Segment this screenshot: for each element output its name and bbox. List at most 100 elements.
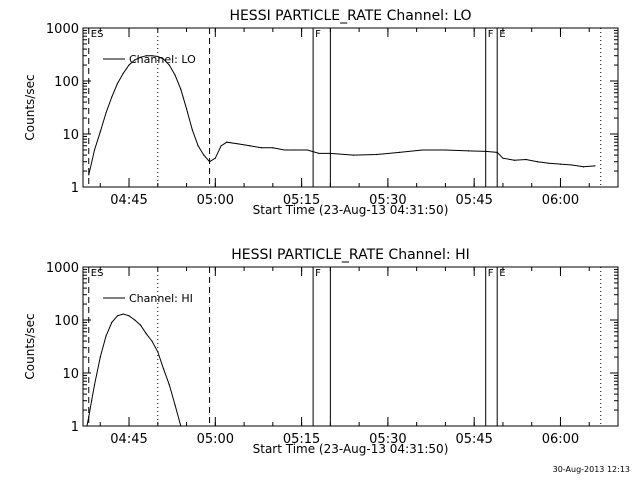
y-tick-label: 1 [71,420,79,435]
x-tick-label: 04:45 [110,193,147,208]
event-marker-label: E [499,29,505,40]
data-point [444,149,447,151]
data-point [151,55,153,57]
data-point [93,149,96,151]
event-marker-label: ES [91,268,104,279]
x-tick-label: 06:00 [542,432,579,447]
y-axis-label: Counts/sec [23,74,37,140]
y-tick-label: 10 [62,367,79,382]
legend-label: Channel: HI [129,292,193,305]
y-tick-label: 1000 [46,22,79,37]
data-point [513,159,516,161]
data-point [582,166,585,168]
data-point [318,152,320,155]
data-point [157,55,159,58]
data-point [88,174,90,176]
data-point [260,147,262,149]
data-point [139,324,142,326]
data-point [174,404,176,406]
data-point [180,425,182,427]
data-point [180,88,182,90]
data-point [116,82,119,85]
data-point [283,149,285,151]
y-tick-label: 100 [54,314,79,329]
data-point [203,154,205,156]
data-point [197,145,199,147]
data-point [162,58,165,60]
plot-frame [82,27,619,188]
chart-title: HESSI PARTICLE_RATE Channel: LO [229,8,471,24]
data-point [502,157,504,159]
data-point [272,147,274,149]
data-point [93,384,96,386]
data-point [496,151,498,153]
data-point [168,64,170,66]
data-point [548,162,550,164]
data-point [91,400,93,402]
data-point [485,150,487,152]
data-point [375,153,377,156]
data-point [249,145,251,147]
data-point [214,157,216,159]
data-point [352,154,354,156]
data-point [226,141,228,143]
event-marker-label: E [499,268,505,279]
y-axis-label: Counts/sec [23,313,37,379]
x-axis-label: Start Time (23-Aug-13 04:31:50) [253,442,449,456]
data-point [88,416,90,418]
data-point [237,143,239,145]
y-tick-label: 100 [54,75,79,90]
data-point [191,129,193,131]
data-point [174,74,176,76]
data-point [559,163,562,165]
data-point [162,368,165,370]
data-point [525,158,527,161]
timestamp-footer: 30-Aug-2013 12:13 [552,465,630,474]
data-point [185,108,188,110]
x-tick-label: 05:15 [283,432,320,447]
y-tick-label: 10 [62,128,79,143]
x-tick-label: 05:00 [197,432,234,447]
data-point [220,145,222,147]
x-tick-label: 04:45 [110,432,147,447]
event-marker-label: ES [91,29,104,40]
data-point [398,151,400,153]
x-tick-label: 05:30 [369,193,406,208]
x-tick-label: 05:45 [455,193,492,208]
x-tick-label: 05:45 [455,432,492,447]
x-axis-label: Start Time (23-Aug-13 04:31:50) [253,203,449,217]
data-point [122,313,124,315]
data-point [145,55,147,57]
event-marker-label: F [488,268,494,279]
data-point [306,149,308,151]
data-point [105,112,107,114]
event-marker-label: F [315,268,321,279]
data-point [122,72,124,74]
data-point [134,319,136,321]
data-point [168,384,170,386]
data-point [467,150,470,152]
data-point [421,149,424,151]
data-point [329,152,331,155]
data-point [105,335,107,337]
data-point [111,96,113,98]
panel-hi: HESSI PARTICLE_RATE Channel: HI Start Tim… [23,247,619,456]
event-marker-label: F [488,29,494,40]
x-tick-label: 05:00 [197,193,234,208]
data-point [295,149,297,151]
data-point [128,315,130,317]
series-line [88,55,596,175]
y-tick-label: 1000 [46,261,79,276]
y-tick-label: 1 [71,181,79,196]
data-point [134,59,136,61]
data-point [111,321,113,324]
data-point [116,315,119,317]
data-point [151,340,153,342]
data-point [99,131,101,133]
data-point [208,161,211,163]
x-tick-label: 05:30 [369,432,406,447]
panel-lo: HESSI PARTICLE_RATE Channel: LO Start Tim… [23,8,619,217]
chart-title: HESSI PARTICLE_RATE Channel: HI [231,247,469,263]
x-tick-label: 06:00 [542,193,579,208]
